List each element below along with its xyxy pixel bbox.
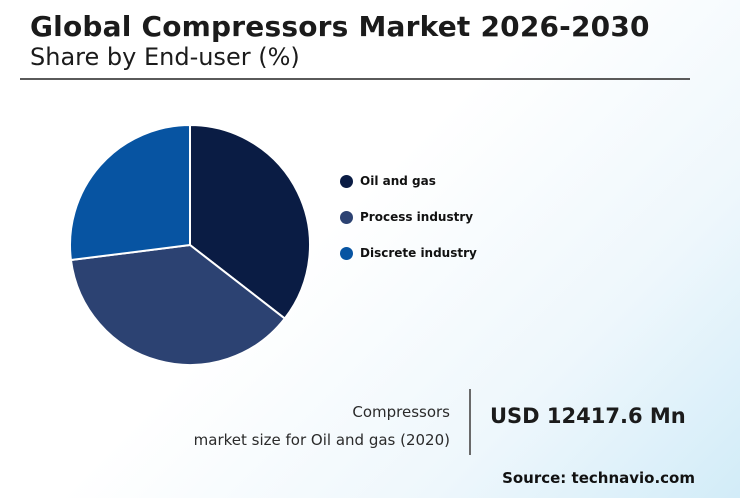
source-credit: Source: technavio.com: [502, 469, 695, 487]
legend: Oil and gas Process industry Discrete in…: [340, 172, 477, 280]
stat-label-line2: market size for Oil and gas (2020): [193, 431, 450, 449]
pie-chart: [69, 123, 311, 366]
pie-slice-discrete-industry: [69, 123, 191, 262]
legend-swatch: [340, 174, 353, 188]
legend-item-discrete-industry: Discrete industry: [340, 244, 477, 262]
chart-subtitle: Share by End-user (%): [30, 43, 300, 71]
legend-label: Discrete industry: [360, 246, 477, 260]
pie-slice-process-industry: [69, 243, 287, 366]
stat-value: USD 12417.6 Mn: [490, 404, 686, 428]
legend-item-process-industry: Process industry: [340, 208, 477, 226]
stat-description: Compressors market size for Oil and gas …: [194, 398, 450, 454]
stat-divider: [469, 389, 471, 455]
pie-slice-oil-and-gas: [189, 123, 311, 320]
stat-label-line1: Compressors: [352, 403, 450, 421]
title-divider: [20, 78, 690, 80]
legend-label: Oil and gas: [360, 174, 436, 188]
legend-item-oil-and-gas: Oil and gas: [340, 172, 477, 190]
legend-swatch: [340, 210, 353, 224]
legend-swatch: [340, 246, 353, 260]
chart-title: Global Compressors Market 2026-2030: [30, 10, 650, 43]
legend-label: Process industry: [360, 210, 474, 224]
